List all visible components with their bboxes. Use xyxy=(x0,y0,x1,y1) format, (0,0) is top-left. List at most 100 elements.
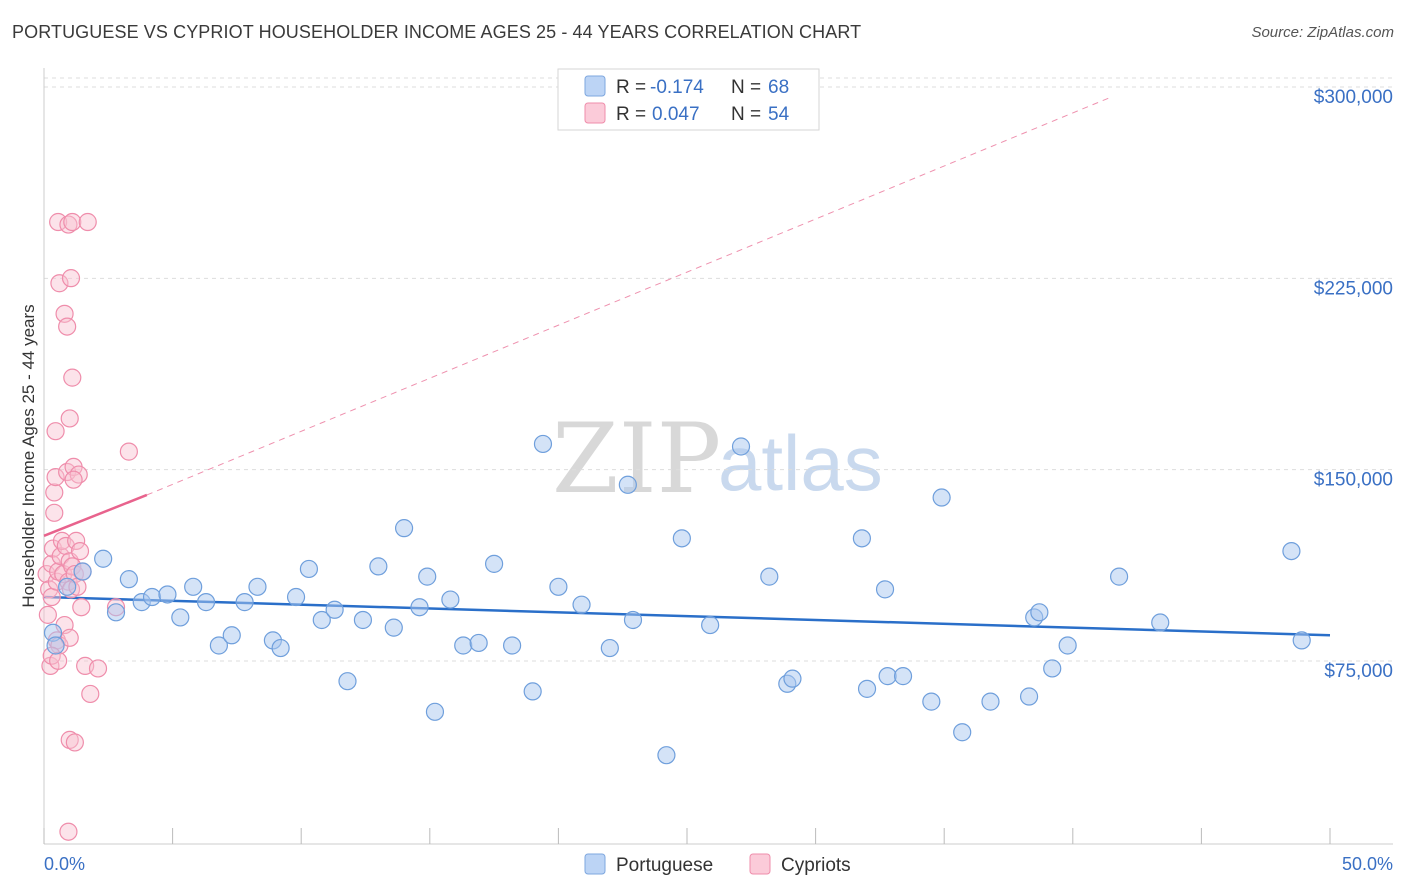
cypriot-point xyxy=(58,317,77,336)
cypriot-point xyxy=(49,651,68,670)
cypriot-point xyxy=(60,730,79,749)
portuguese-point xyxy=(158,585,177,604)
cypriot-point xyxy=(119,442,138,461)
legend-r-value-cypriot: 0.047 xyxy=(652,104,700,125)
portuguese-point xyxy=(657,746,676,765)
bottom-legend: Portuguese Cypriots xyxy=(584,853,851,876)
portuguese-point xyxy=(503,636,522,655)
x-ticks xyxy=(43,828,1331,844)
portuguese-point xyxy=(523,682,542,701)
cypriot-point xyxy=(38,605,57,624)
cypriot-points xyxy=(37,212,138,841)
cypriot-point xyxy=(51,547,70,566)
portuguese-point xyxy=(325,600,344,619)
portuguese-point xyxy=(94,549,113,568)
portuguese-point xyxy=(760,567,779,586)
portuguese-point xyxy=(731,437,751,456)
portuguese-point xyxy=(222,626,241,645)
portuguese-point xyxy=(196,593,216,612)
bottom-legend-swatch-portuguese xyxy=(584,853,606,875)
y-tick-labels: $75,000 $150,000 $225,000 $300,000 xyxy=(1314,87,1393,682)
portuguese-point xyxy=(312,610,331,630)
portuguese-point xyxy=(533,434,553,454)
portuguese-point xyxy=(418,567,437,586)
portuguese-point xyxy=(58,577,77,596)
gridlines xyxy=(44,77,1393,662)
portuguese-point xyxy=(384,618,403,637)
x-tick-label-right: 50.0% xyxy=(1342,854,1393,874)
cypriot-point xyxy=(60,409,79,428)
cypriot-point xyxy=(45,503,64,522)
portuguese-point xyxy=(73,562,92,581)
portuguese-point xyxy=(142,587,162,607)
cypriot-point xyxy=(72,598,91,617)
watermark-zip: ZIP xyxy=(552,403,721,515)
portuguese-point xyxy=(981,692,1000,711)
portuguese-point xyxy=(299,559,319,579)
portuguese-point xyxy=(922,692,941,711)
y-tick-label: $75,000 xyxy=(1324,661,1393,682)
portuguese-point xyxy=(410,598,429,617)
portuguese-point xyxy=(209,636,228,655)
portuguese-point xyxy=(1019,687,1039,706)
legend-r-value-portuguese: -0.174 xyxy=(650,77,704,98)
portuguese-point xyxy=(875,580,895,599)
portuguese-point xyxy=(286,587,306,607)
source-label: Source: ZipAtlas.com xyxy=(1251,24,1394,41)
portuguese-point xyxy=(1030,603,1049,622)
portuguese-trend-line xyxy=(43,595,1331,637)
cypriot-trend-line xyxy=(43,493,148,537)
portuguese-point xyxy=(425,702,445,721)
portuguese-point xyxy=(1043,659,1062,678)
bottom-legend-swatch-cypriot xyxy=(749,853,771,875)
cypriot-point xyxy=(61,269,81,288)
trend-lines xyxy=(43,96,1331,637)
portuguese-point xyxy=(454,636,473,655)
bottom-legend-label-cypriot: Cypriots xyxy=(781,855,851,876)
portuguese-point xyxy=(394,519,414,538)
legend-n-label-portuguese: N = xyxy=(731,77,761,98)
portuguese-points xyxy=(43,434,1311,765)
cypriot-point xyxy=(63,368,82,387)
bottom-legend-label-portuguese: Portuguese xyxy=(616,855,713,876)
portuguese-point xyxy=(618,475,637,494)
portuguese-point xyxy=(783,669,802,688)
portuguese-point xyxy=(469,633,488,653)
portuguese-point xyxy=(953,723,972,742)
portuguese-point xyxy=(932,488,951,507)
top-legend: R = -0.174 N = 68 R = 0.047 N = 54 xyxy=(557,68,820,131)
portuguese-point xyxy=(1058,636,1077,655)
cypriot-point xyxy=(78,212,97,232)
portuguese-point xyxy=(1282,541,1301,561)
watermark-atlas: atlas xyxy=(718,419,883,507)
portuguese-point xyxy=(171,608,190,627)
cypriot-trend-extension xyxy=(146,96,1112,496)
portuguese-point xyxy=(878,667,897,686)
portuguese-point xyxy=(485,554,504,573)
portuguese-point xyxy=(184,577,203,596)
portuguese-point xyxy=(572,595,591,614)
legend-n-value-portuguese: 68 xyxy=(768,77,789,98)
cypriot-point xyxy=(56,536,75,556)
portuguese-point xyxy=(672,529,691,548)
portuguese-point xyxy=(441,590,460,609)
cypriot-point xyxy=(60,628,79,647)
cypriot-point xyxy=(81,684,100,704)
legend-n-value-cypriot: 54 xyxy=(768,104,790,125)
y-tick-label: $225,000 xyxy=(1314,278,1393,299)
portuguese-point xyxy=(235,593,254,612)
cypriot-point xyxy=(46,422,65,441)
legend-r-label-cypriot: R = xyxy=(616,104,646,125)
legend-r-label-portuguese: R = xyxy=(616,77,646,98)
portuguese-point xyxy=(549,577,568,596)
portuguese-point xyxy=(119,570,138,589)
y-tick-label: $150,000 xyxy=(1314,470,1393,491)
portuguese-point xyxy=(353,610,373,630)
cypriot-point xyxy=(69,465,88,484)
portuguese-point xyxy=(701,615,720,635)
cypriot-point xyxy=(88,659,108,678)
portuguese-point xyxy=(1109,567,1129,586)
cypriot-point xyxy=(64,470,83,489)
portuguese-point xyxy=(106,603,126,622)
